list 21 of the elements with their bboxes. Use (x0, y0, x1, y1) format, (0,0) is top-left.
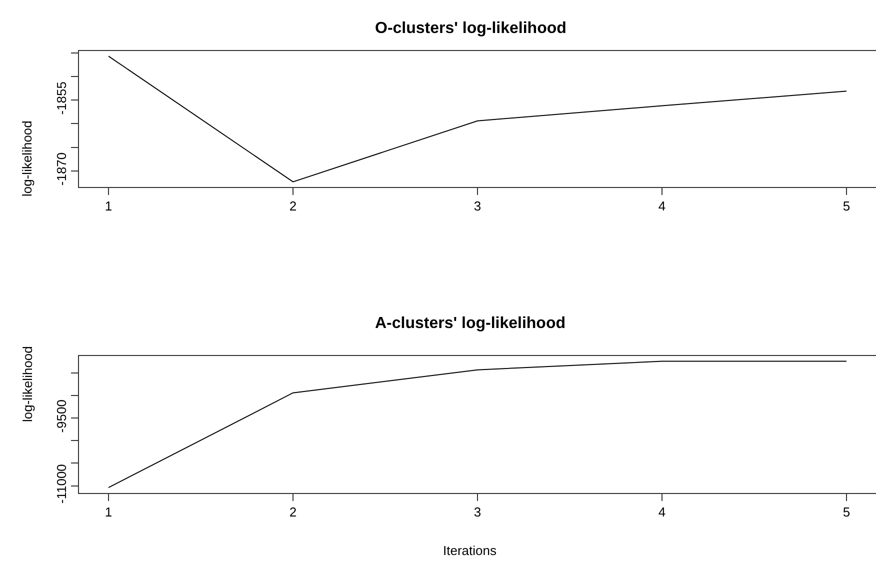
y-tick-label: -1855 (54, 82, 69, 115)
chart-title: O-clusters' log-likelihood (375, 20, 566, 37)
x-axis-title: Iterations (443, 543, 497, 558)
x-tick-label: 2 (289, 504, 297, 520)
line-series (108, 56, 847, 182)
x-tick-label: 4 (658, 504, 666, 520)
x-tick-label: 1 (104, 198, 112, 214)
x-tick-label: 3 (474, 504, 482, 520)
x-tick-label: 4 (658, 198, 666, 214)
y-tick-label: -11000 (54, 464, 69, 504)
y-tick-label: -1870 (54, 152, 69, 186)
y-axis-title: log-likelihood (20, 346, 35, 422)
x-tick-label: 5 (842, 504, 850, 520)
y-tick-label: -9500 (54, 400, 69, 433)
line-series (108, 360, 847, 488)
x-tick-label: 3 (474, 198, 482, 214)
x-tick-label: 1 (104, 504, 112, 520)
x-tick-label: 2 (289, 198, 297, 214)
y-axis-title: log-likelihood (20, 120, 34, 196)
x-tick-label: 5 (842, 198, 850, 214)
chart-title: A-clusters' log-likelihood (375, 315, 566, 332)
